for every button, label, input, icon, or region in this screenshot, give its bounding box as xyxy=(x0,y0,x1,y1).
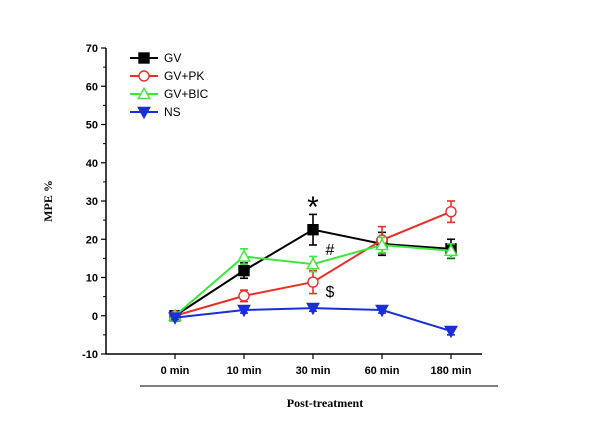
data-point xyxy=(238,264,250,277)
data-point xyxy=(444,243,458,257)
significance-marker: # xyxy=(326,242,335,259)
data-point xyxy=(375,304,389,318)
y-tick-label: 30 xyxy=(86,196,98,208)
series-ns xyxy=(168,302,458,339)
data-point xyxy=(137,106,151,120)
data-point xyxy=(306,302,320,316)
x-tick-label: 0 min xyxy=(161,365,190,377)
data-point xyxy=(168,312,182,325)
y-ticks: -10 0 10 20 30 40 50 60 70 xyxy=(82,43,106,361)
legend-label: GV+BIC xyxy=(164,87,209,101)
x-axis-title: Post-treatment xyxy=(287,396,363,410)
data-point xyxy=(307,223,319,236)
series-layer xyxy=(168,200,458,339)
y-tick-label: 10 xyxy=(86,273,98,285)
data-point xyxy=(306,256,320,270)
legend-label: NS xyxy=(164,105,181,119)
legend-entry: GV+BIC xyxy=(130,86,209,101)
significance-marker: * xyxy=(307,191,319,224)
data-point xyxy=(138,70,150,82)
legend-label: GV xyxy=(164,51,181,65)
data-point xyxy=(307,276,319,288)
x-tick-label: 10 min xyxy=(227,365,262,377)
y-axis-title: MPE % xyxy=(41,180,55,222)
x-ticks: 0 min 10 min 30 min 60 min 180 min xyxy=(161,354,472,377)
y-tick-label: -10 xyxy=(82,349,98,361)
data-point xyxy=(237,304,251,318)
data-point xyxy=(238,290,250,302)
y-tick-label: 40 xyxy=(86,158,98,170)
y-tick-label: 20 xyxy=(86,234,98,246)
data-point xyxy=(444,325,458,339)
x-tick-label: 30 min xyxy=(296,365,331,377)
significance-marker: $ xyxy=(326,284,335,301)
legend-label: GV+PK xyxy=(164,69,204,83)
y-tick-label: 60 xyxy=(86,81,98,93)
data-point xyxy=(375,237,389,251)
data-point xyxy=(138,52,150,64)
legend-entry: NS xyxy=(130,105,181,120)
data-point xyxy=(445,206,457,218)
annotation-layer: * # $ xyxy=(307,191,334,301)
y-tick-label: 0 xyxy=(92,311,98,323)
legend: GV GV+PK GV+BIC NS xyxy=(130,51,209,120)
data-point xyxy=(137,86,151,100)
legend-entry: GV+PK xyxy=(130,69,204,83)
legend-entry: GV xyxy=(130,51,181,65)
data-point xyxy=(237,249,251,262)
x-tick-label: 60 min xyxy=(365,365,400,377)
y-tick-label: 70 xyxy=(86,43,98,55)
y-tick-label: 50 xyxy=(86,120,98,132)
x-tick-label: 180 min xyxy=(431,365,472,377)
